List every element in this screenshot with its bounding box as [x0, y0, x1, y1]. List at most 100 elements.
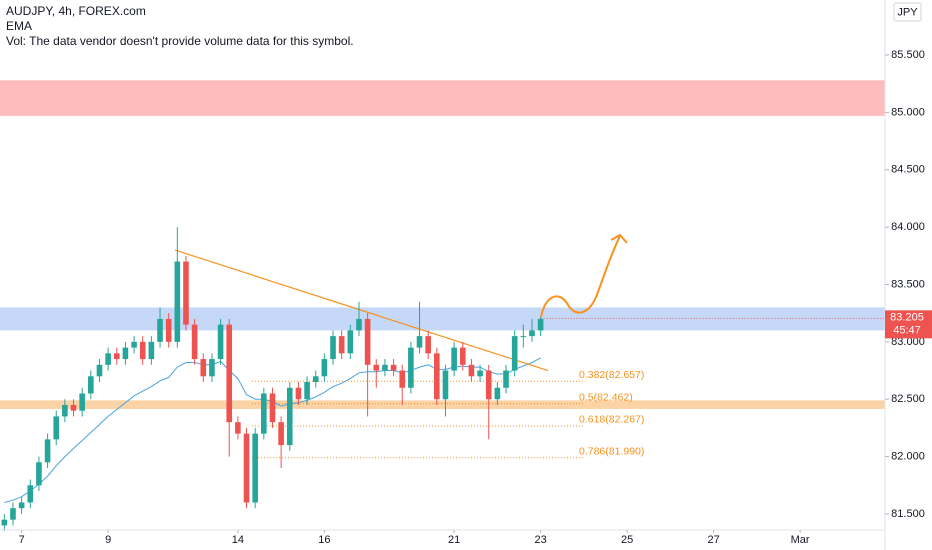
candle-body — [113, 353, 120, 360]
trendline — [174, 249, 549, 372]
candle-body — [88, 376, 94, 394]
countdown-label: 45:47 — [893, 324, 921, 336]
candle-body — [1, 519, 8, 526]
candle-body — [36, 462, 42, 486]
candle-body — [442, 370, 449, 400]
candle-body — [295, 387, 302, 400]
candle-body — [235, 422, 241, 434]
candle-body — [269, 393, 276, 423]
candle-body — [226, 324, 233, 423]
zone — [0, 80, 885, 116]
candle-body — [10, 508, 16, 520]
candle-body — [18, 502, 25, 509]
candle-body — [503, 370, 509, 388]
candle-body — [347, 330, 354, 354]
candle-body — [390, 364, 397, 371]
fib-label: 0.618(82.267) — [579, 414, 644, 426]
candle-body — [330, 336, 336, 360]
candle-body — [459, 347, 466, 365]
candle-body — [243, 433, 250, 503]
y-tick-label: 83.500 — [891, 278, 925, 290]
candle-body — [261, 393, 267, 434]
candle-body — [477, 370, 483, 377]
candle-body — [468, 364, 475, 377]
candle-body — [399, 370, 406, 388]
candle-body — [356, 318, 362, 331]
y-tick-label: 84.500 — [891, 164, 925, 176]
candle-body — [27, 485, 34, 503]
candle-body — [157, 318, 163, 342]
indicator-name: EMA — [6, 19, 32, 33]
candle-body — [364, 318, 371, 365]
x-tick-label: 23 — [535, 534, 547, 546]
x-tick-label: 21 — [448, 534, 460, 546]
candle-body — [520, 336, 527, 338]
y-tick-label: 81.500 — [891, 508, 925, 520]
candle-body — [338, 336, 345, 354]
candle-body — [122, 347, 129, 360]
x-tick-label: 16 — [318, 534, 330, 546]
fib-label: 0.786(81.990) — [579, 446, 644, 458]
candle-body — [304, 382, 310, 400]
candle-body — [382, 364, 388, 371]
candle-body — [44, 439, 51, 463]
candle-body — [70, 404, 77, 411]
candle-body — [139, 341, 146, 360]
projection-arrow — [540, 233, 628, 318]
candle-body — [434, 353, 440, 400]
candle-body — [217, 324, 224, 360]
x-tick-label: Mar — [791, 534, 810, 546]
x-tick-label: 27 — [708, 534, 720, 546]
candle-body — [252, 433, 258, 503]
chart-title: AUDJPY, 4h, FOREX.com — [6, 4, 146, 18]
candle-body — [321, 359, 328, 377]
candle-body — [96, 364, 103, 377]
candle-body — [105, 353, 111, 365]
candle-body — [451, 347, 457, 371]
candle-body — [485, 370, 492, 400]
plot-area: 0.382(82.657) 0.5(82.462) 0.618(82.267) 0.7… — [0, 80, 885, 532]
candle-body — [174, 261, 181, 342]
x-tick-label: 14 — [232, 534, 244, 546]
candle-body — [537, 318, 544, 331]
currency-box[interactable] — [893, 2, 922, 22]
candle-body — [494, 387, 501, 400]
x-tick-label: 9 — [105, 534, 111, 546]
candle-body — [62, 404, 68, 417]
fib-label: 0.382(82.657) — [579, 369, 644, 381]
zone — [0, 307, 885, 331]
x-tick-label: 25 — [621, 534, 633, 546]
candle-body — [131, 341, 137, 348]
candle-body — [53, 416, 60, 440]
y-tick-label: 85.000 — [891, 106, 925, 118]
candle-body — [425, 336, 431, 354]
zone — [0, 400, 885, 409]
candle-body — [165, 318, 172, 342]
y-tick-label: 84.000 — [891, 221, 925, 233]
candle-body — [408, 347, 414, 388]
currency-label[interactable]: JPY — [897, 6, 918, 18]
candle-body — [511, 336, 518, 371]
y-tick-label: 85.500 — [891, 49, 925, 61]
candle-body — [529, 330, 535, 337]
candle-body — [278, 422, 284, 446]
candle-body — [286, 387, 293, 446]
x-tick-label: 7 — [19, 534, 25, 546]
candle-body — [79, 393, 85, 411]
y-tick-label: 82.000 — [891, 450, 925, 462]
volume-note: Vol: The data vendor doesn't provide vol… — [6, 34, 354, 48]
candle-body — [200, 359, 207, 377]
last-price-box — [885, 310, 932, 339]
candle-body — [416, 336, 423, 348]
last-price-label: 83.205 — [890, 311, 924, 323]
candle-body — [373, 364, 380, 371]
y-tick-label: 82.500 — [891, 393, 925, 405]
candle-body — [209, 359, 215, 377]
fib-label: 0.5(82.462) — [579, 391, 633, 403]
candle-body — [312, 376, 319, 383]
y-tick-label: 83.000 — [891, 336, 925, 348]
candle-body — [191, 324, 198, 360]
candle-body — [148, 341, 155, 360]
candle-body — [183, 261, 189, 325]
